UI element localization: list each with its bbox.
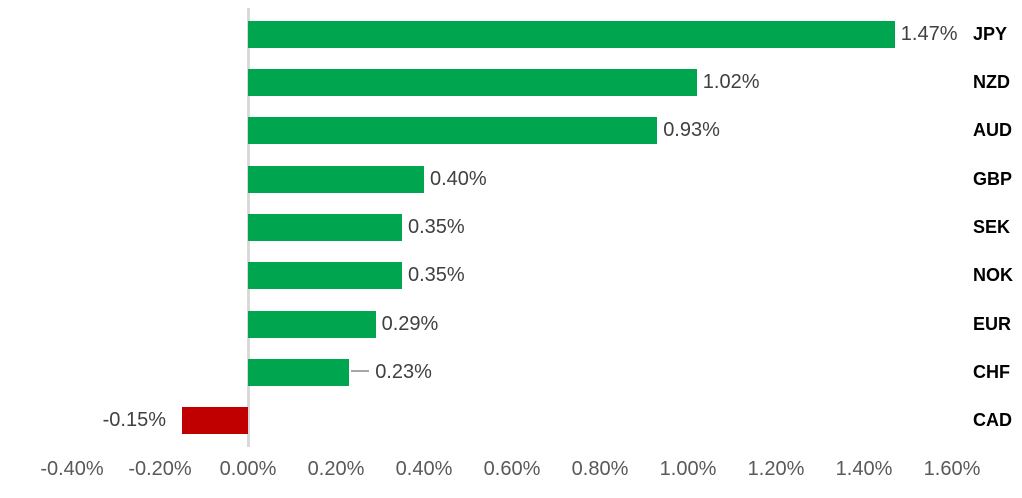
bar-eur (248, 310, 376, 338)
x-tick-label: 1.20% (747, 458, 805, 480)
leader-line-chf (351, 369, 370, 372)
x-tick-label: 0.60% (483, 458, 541, 480)
value-label-nzd: 1.02% (702, 71, 760, 93)
bar-cad (182, 407, 248, 435)
x-tick-label: 0.40% (395, 458, 453, 480)
value-label-aud: 0.93% (663, 119, 720, 142)
category-label-sek: SEK (973, 217, 1011, 237)
x-tick-label: 1.60% (923, 458, 981, 480)
value-label-chf: 0.23% (375, 361, 432, 383)
value-label-eur: 0.29% (381, 312, 439, 335)
category-label-jpy: JPY (973, 23, 1008, 44)
x-tick-label: 1.00% (659, 458, 717, 480)
bar-nzd (248, 69, 697, 96)
bar-sek (248, 214, 402, 241)
x-tick-label: 0.00% (219, 458, 277, 480)
bar-jpy (248, 20, 895, 48)
value-label-gbp: 0.40% (430, 167, 487, 190)
value-label-cad: -0.15% (102, 409, 166, 432)
bar-nok (248, 262, 402, 290)
category-label-nok: NOK (973, 265, 1013, 286)
value-label-jpy: 1.47% (900, 22, 958, 45)
value-label-sek: 0.35% (408, 216, 465, 238)
x-tick-label: 0.80% (571, 458, 629, 480)
category-label-nzd: NZD (973, 72, 1010, 92)
bar-aud (248, 117, 658, 145)
bar-chf (248, 359, 350, 386)
category-label-aud: AUD (973, 120, 1012, 141)
category-label-chf: CHF (973, 362, 1010, 382)
x-tick-label: -0.20% (128, 458, 192, 480)
category-label-gbp: GBP (973, 168, 1013, 189)
x-tick-label: -0.40% (40, 458, 104, 480)
x-tick-label: 0.20% (307, 458, 365, 480)
value-label-nok: 0.35% (408, 264, 465, 287)
x-tick-label: 1.40% (835, 458, 893, 480)
bar-gbp (248, 165, 424, 193)
category-label-eur: EUR (973, 313, 1012, 334)
category-label-cad: CAD (973, 410, 1012, 431)
